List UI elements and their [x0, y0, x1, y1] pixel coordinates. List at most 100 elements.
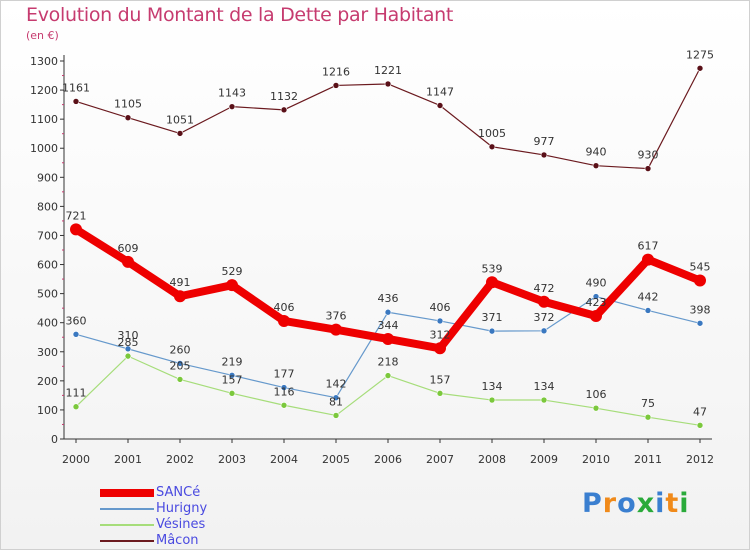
data-label-sance: 529	[222, 265, 243, 278]
data-label-vesines: 157	[430, 373, 451, 386]
data-point-macon	[124, 114, 132, 121]
data-point-hurigny	[384, 308, 392, 316]
data-point-vesines	[280, 401, 288, 409]
y-tick-label: 1200	[30, 84, 58, 97]
x-tick-label: 2011	[634, 453, 662, 466]
data-label-macon: 1147	[426, 85, 454, 98]
data-point-vesines	[384, 372, 392, 379]
data-point-sance	[642, 253, 654, 266]
data-point-sance	[434, 342, 446, 355]
x-tick-label: 2003	[218, 453, 246, 466]
y-tick-label: 400	[37, 317, 58, 330]
data-label-hurigny: 360	[66, 314, 87, 327]
data-label-macon: 1143	[218, 87, 246, 100]
x-tick-label: 2002	[166, 453, 194, 466]
data-label-sance: 539	[482, 262, 503, 275]
data-point-macon	[696, 64, 704, 72]
logo-letter: i	[679, 488, 690, 519]
y-tick-label: 600	[37, 259, 58, 272]
y-tick-label: 500	[37, 288, 58, 301]
data-label-sance: 545	[690, 261, 711, 274]
data-point-sance	[538, 295, 550, 308]
data-label-sance: 472	[534, 282, 555, 295]
data-point-sance	[70, 223, 82, 236]
data-point-hurigny	[436, 317, 444, 325]
data-point-sance	[226, 279, 238, 292]
logo-letter: P	[582, 488, 603, 519]
data-label-macon: 977	[534, 135, 555, 148]
legend-label: Vésines	[156, 517, 206, 532]
data-label-hurigny: 490	[586, 277, 607, 290]
data-label-hurigny: 406	[430, 301, 451, 314]
data-label-vesines: 106	[586, 388, 607, 401]
data-label-hurigny: 372	[534, 311, 555, 324]
x-tick-label: 2001	[114, 453, 142, 466]
data-point-sance	[694, 274, 706, 287]
data-point-hurigny	[592, 293, 600, 300]
data-point-sance	[122, 255, 134, 268]
data-point-vesines	[228, 390, 236, 397]
data-point-vesines	[332, 412, 340, 419]
data-point-macon	[644, 165, 652, 172]
data-point-sance	[174, 290, 186, 303]
legend-swatch	[100, 540, 154, 542]
data-point-macon	[592, 162, 600, 169]
y-tick-label: 1000	[30, 142, 58, 155]
data-point-vesines	[540, 396, 548, 404]
data-label-macon: 1105	[114, 98, 142, 111]
data-label-vesines: 111	[66, 387, 87, 400]
legend-label: Mâcon	[156, 533, 199, 548]
legend-item-macon: Mâcon	[100, 533, 207, 549]
data-label-hurigny: 142	[326, 378, 347, 391]
data-label-sance: 344	[378, 319, 399, 332]
legend-swatch	[100, 489, 154, 497]
y-tick-label: 800	[37, 200, 58, 213]
data-point-hurigny	[124, 345, 132, 353]
y-tick-label: 300	[37, 346, 58, 359]
x-tick-label: 2006	[374, 453, 402, 466]
legend-item-vesines: Vésines	[100, 517, 207, 533]
x-tick-label: 2000	[62, 453, 90, 466]
data-label-hurigny: 371	[482, 311, 503, 324]
data-point-hurigny	[72, 331, 80, 338]
logo-letter: i	[655, 488, 666, 519]
data-label-sance: 491	[170, 276, 191, 289]
data-point-macon	[436, 102, 444, 109]
data-point-hurigny	[332, 394, 340, 402]
logo-letter: t	[665, 488, 680, 519]
proxiti-logo: Proxiti	[582, 488, 690, 519]
legend-swatch	[100, 508, 154, 510]
y-tick-label: 900	[37, 171, 58, 184]
data-label-vesines: 134	[482, 380, 503, 393]
data-point-hurigny	[488, 327, 496, 335]
data-label-hurigny: 442	[638, 290, 659, 303]
data-point-vesines	[644, 413, 652, 421]
x-tick-label: 2009	[530, 453, 558, 466]
data-label-vesines: 81	[329, 395, 343, 408]
y-tick-label: 0	[51, 433, 58, 446]
chart-subtitle: (en €)	[26, 29, 59, 42]
data-label-vesines: 134	[534, 380, 555, 393]
x-tick-label: 2007	[426, 453, 454, 466]
data-point-sance	[330, 323, 342, 336]
x-tick-label: 2005	[322, 453, 350, 466]
data-label-sance: 609	[118, 242, 139, 255]
data-point-vesines	[176, 376, 184, 383]
data-label-hurigny: 310	[118, 329, 139, 342]
data-point-sance	[486, 276, 498, 289]
data-label-hurigny: 260	[170, 343, 191, 356]
data-label-macon: 1221	[374, 64, 402, 77]
y-tick-label: 200	[37, 375, 58, 388]
data-point-macon	[540, 151, 548, 159]
data-label-sance: 376	[326, 310, 347, 323]
x-tick-label: 2004	[270, 453, 298, 466]
data-label-macon: 1005	[478, 127, 506, 140]
data-point-vesines	[124, 352, 132, 360]
data-label-sance: 423	[586, 296, 607, 309]
data-point-macon	[332, 82, 340, 89]
y-tick-label: 1300	[30, 55, 58, 68]
data-label-sance: 312	[430, 328, 451, 341]
data-label-hurigny: 177	[274, 368, 295, 381]
